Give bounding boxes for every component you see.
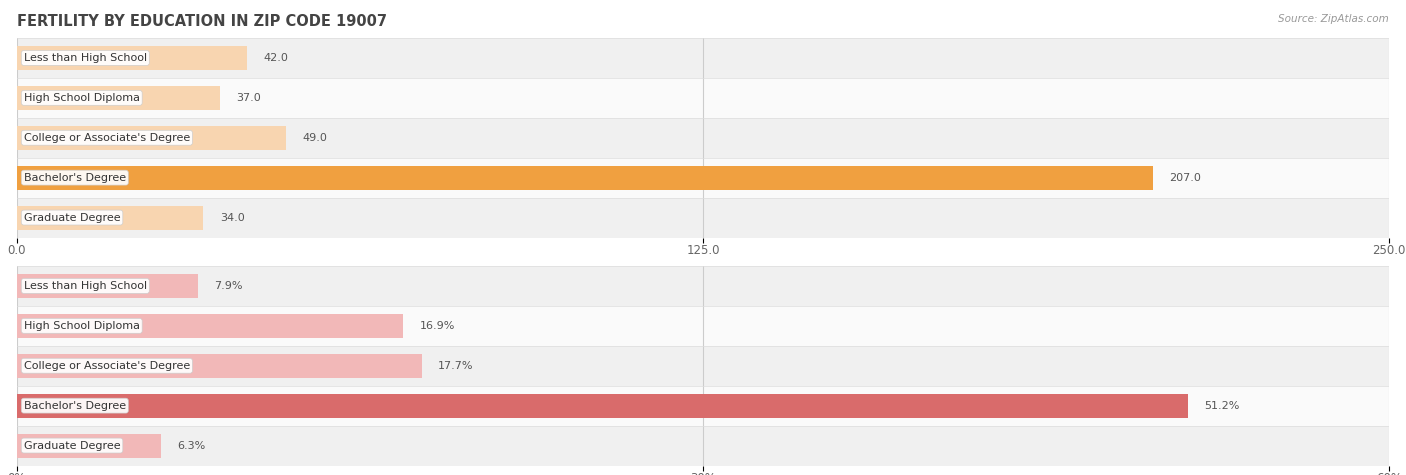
Text: Graduate Degree: Graduate Degree [24, 440, 121, 451]
Bar [17, 166, 1153, 190]
Bar [17, 38, 1389, 78]
Bar [17, 386, 1389, 426]
Text: 37.0: 37.0 [236, 93, 262, 103]
Text: 16.9%: 16.9% [420, 321, 456, 331]
Bar [17, 86, 219, 110]
Text: 42.0: 42.0 [264, 53, 288, 63]
Bar [17, 126, 285, 150]
Bar [17, 426, 1389, 466]
Text: High School Diploma: High School Diploma [24, 93, 139, 103]
Bar [17, 266, 1389, 306]
Text: Graduate Degree: Graduate Degree [24, 212, 121, 223]
Text: Bachelor's Degree: Bachelor's Degree [24, 172, 127, 183]
Text: Less than High School: Less than High School [24, 53, 146, 63]
Bar [17, 158, 1389, 198]
Bar [17, 434, 160, 457]
Bar [17, 314, 404, 338]
Bar [17, 354, 422, 378]
Text: 17.7%: 17.7% [439, 361, 474, 371]
Text: Bachelor's Degree: Bachelor's Degree [24, 400, 127, 411]
Text: 34.0: 34.0 [219, 212, 245, 223]
Text: High School Diploma: High School Diploma [24, 321, 139, 331]
Text: College or Associate's Degree: College or Associate's Degree [24, 361, 190, 371]
Text: 51.2%: 51.2% [1205, 400, 1240, 411]
Bar [17, 198, 1389, 238]
Bar [17, 206, 204, 229]
Bar [17, 306, 1389, 346]
Bar [17, 78, 1389, 118]
Bar [17, 274, 198, 298]
Bar [17, 46, 247, 70]
Text: Less than High School: Less than High School [24, 281, 146, 291]
Text: 7.9%: 7.9% [214, 281, 242, 291]
Text: 207.0: 207.0 [1170, 172, 1202, 183]
Text: Source: ZipAtlas.com: Source: ZipAtlas.com [1278, 14, 1389, 24]
Text: College or Associate's Degree: College or Associate's Degree [24, 133, 190, 143]
Text: FERTILITY BY EDUCATION IN ZIP CODE 19007: FERTILITY BY EDUCATION IN ZIP CODE 19007 [17, 14, 387, 29]
Text: 6.3%: 6.3% [177, 440, 205, 451]
Bar [17, 394, 1188, 418]
Bar [17, 118, 1389, 158]
Text: 49.0: 49.0 [302, 133, 328, 143]
Bar [17, 346, 1389, 386]
